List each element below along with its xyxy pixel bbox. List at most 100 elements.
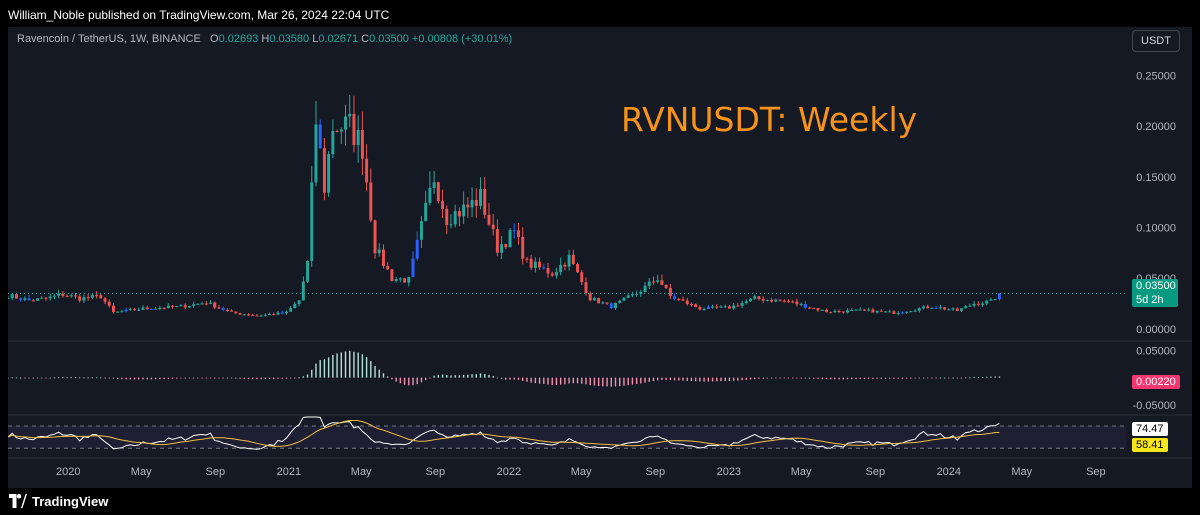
- macd-histogram-bar: [57, 377, 60, 379]
- macd-histogram-bar: [969, 377, 971, 379]
- macd-histogram-bar: [796, 377, 798, 379]
- time-axis-tick: May: [131, 466, 152, 478]
- price-candle: [571, 254, 575, 264]
- macd-histogram-bar: [176, 377, 178, 379]
- price-candle: [546, 268, 550, 274]
- price-candle: [943, 307, 947, 310]
- price-candle: [985, 300, 989, 304]
- time-axis-tick: 2024: [937, 466, 961, 478]
- macd-histogram-bar: [855, 377, 857, 380]
- macd-histogram-bar: [230, 377, 233, 379]
- macd-histogram-bar: [534, 377, 537, 384]
- macd-histogram-bar: [564, 377, 566, 385]
- price-candle: [419, 221, 423, 240]
- macd-histogram-bar: [762, 377, 764, 379]
- chart-svg[interactable]: 0.00000 0.05000 0.10000 0.15000 0.20000 0.250…: [8, 27, 1192, 488]
- close-value: 0.03500: [369, 33, 409, 45]
- price-candle: [230, 310, 234, 312]
- macd-histogram-bar: [910, 377, 912, 379]
- price-candle: [656, 280, 660, 282]
- macd-histogram-bar: [973, 377, 975, 379]
- macd-histogram-bar: [391, 377, 393, 380]
- macd-histogram-bar: [395, 377, 397, 382]
- price-candle: [192, 304, 196, 307]
- macd-histogram-bar: [209, 377, 212, 379]
- macd-histogram-bar: [585, 377, 587, 385]
- macd-histogram-bar: [441, 374, 444, 378]
- macd-histogram-bar: [931, 377, 933, 379]
- price-candle: [934, 307, 938, 309]
- open-label: O: [210, 33, 219, 45]
- chart-area[interactable]: 0.00000 0.05000 0.10000 0.15000 0.20000 0.250…: [8, 27, 1192, 488]
- time-axis-tick: Sep: [206, 466, 226, 478]
- price-candle: [466, 204, 470, 208]
- macd-histogram-bar: [306, 374, 309, 378]
- macd-histogram-bar: [720, 377, 722, 382]
- macd-histogram-bar: [901, 377, 904, 379]
- macd-histogram-bar: [294, 377, 296, 379]
- price-candle: [242, 314, 246, 316]
- price-candle: [86, 297, 90, 299]
- macd-histogram-bar: [311, 369, 313, 378]
- price-candle: [158, 307, 162, 309]
- time-axis-tick: 2023: [717, 466, 741, 478]
- macd-histogram-bar: [716, 377, 718, 382]
- macd-histogram-bar: [686, 377, 688, 381]
- price-candle: [415, 239, 419, 259]
- macd-histogram-bar: [631, 377, 634, 385]
- price-candle: [820, 309, 824, 311]
- price-candle: [993, 299, 997, 301]
- price-candle: [538, 261, 542, 268]
- price-candle: [255, 315, 259, 317]
- macd-histogram-bar: [644, 377, 646, 383]
- macd-histogram-bar: [19, 377, 22, 379]
- price-candle: [732, 305, 736, 309]
- macd-histogram-bar: [138, 377, 140, 380]
- price-candle: [647, 281, 651, 286]
- macd-histogram-bar: [416, 377, 418, 385]
- macd-histogram-bar: [361, 354, 364, 378]
- price-candle: [989, 299, 993, 301]
- price-candle: [297, 300, 301, 305]
- price-candle: [719, 306, 723, 308]
- macd-histogram-bar: [834, 377, 836, 380]
- macd-histogram-bar: [260, 377, 262, 380]
- macd-histogram-bar: [74, 377, 77, 379]
- price-candle: [234, 311, 238, 314]
- price-candle: [382, 249, 385, 266]
- macd-histogram-bar: [787, 377, 790, 379]
- price-candle: [576, 263, 580, 273]
- price-candle: [947, 309, 951, 311]
- last-price-value: 0.03500: [1136, 280, 1176, 292]
- macd-histogram-bar: [15, 377, 18, 379]
- time-axis-tick: Sep: [865, 466, 885, 478]
- macd-histogram-bar: [838, 377, 840, 380]
- macd-histogram-bar: [737, 377, 739, 381]
- price-candle: [171, 305, 175, 307]
- currency-button[interactable]: USDT: [1132, 30, 1180, 52]
- open-value: 0.02693: [218, 33, 259, 45]
- macd-histogram-bar: [606, 377, 608, 387]
- macd-histogram-bar: [724, 377, 726, 382]
- price-axis-tick: 0.25000: [1136, 70, 1176, 82]
- macd-histogram-bar: [349, 350, 351, 378]
- price-candle: [955, 308, 959, 311]
- price-candle: [377, 249, 381, 254]
- macd-histogram-bar: [467, 374, 469, 378]
- macd-histogram-bar: [779, 377, 781, 379]
- price-candle: [630, 294, 634, 296]
- macd-histogram-bar: [522, 377, 524, 381]
- price-candle: [107, 301, 111, 306]
- price-candle: [293, 304, 297, 309]
- price-candle: [335, 130, 339, 132]
- macd-histogram-bar: [758, 377, 760, 379]
- price-candle: [917, 308, 921, 311]
- price-candle: [698, 307, 702, 310]
- macd-histogram-bar: [669, 377, 672, 381]
- macd-histogram-bar: [62, 377, 64, 379]
- macd-histogram-bar: [273, 377, 275, 380]
- macd-histogram-bar: [218, 377, 220, 379]
- price-candle: [605, 302, 609, 304]
- macd-histogram-bar: [559, 377, 562, 385]
- price-candle: [69, 295, 73, 297]
